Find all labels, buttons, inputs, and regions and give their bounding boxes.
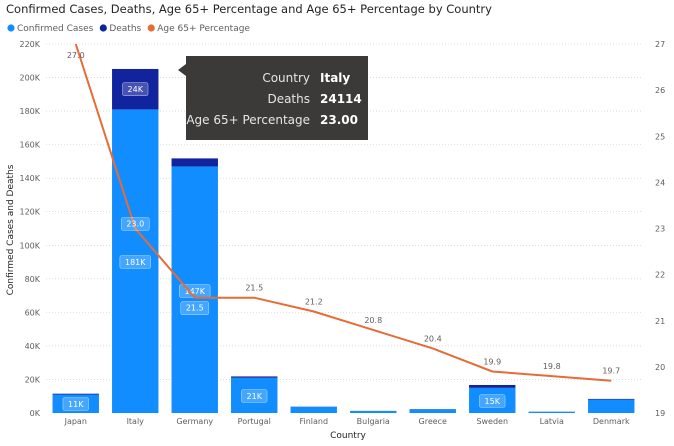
bar-label-japan-cases-box bbox=[62, 397, 89, 411]
bar-label-germany-cases: 147K bbox=[184, 287, 205, 296]
y-tick-3: 60K bbox=[25, 308, 41, 317]
bar-cases-japan[interactable] bbox=[52, 394, 99, 413]
tooltip-key-0: Country bbox=[262, 71, 310, 85]
y2-tick-7: 26 bbox=[655, 86, 665, 95]
line-label-japan: 27.0 bbox=[67, 51, 85, 60]
age-line[interactable]: 27.0 23.0 21.5 21.5 21.2 20.8 20.4 19.9 19.8 19.7 bbox=[67, 43, 620, 382]
tooltip: Country Italy Deaths 24114 Age 65+ Percentag… bbox=[178, 56, 368, 140]
chart-title: Confirmed Cases, Deaths, Age 65+ Percent… bbox=[6, 2, 492, 16]
x-tick-bulgaria: Bulgaria bbox=[357, 417, 390, 426]
y-tick-11: 220K bbox=[19, 40, 40, 49]
y-tick-6: 120K bbox=[19, 208, 40, 217]
bar-cases-denmark[interactable] bbox=[588, 399, 635, 413]
bar-label-italy-deaths-box bbox=[122, 82, 149, 96]
line-label-italy-box bbox=[120, 217, 150, 231]
x-tick-italy: Italy bbox=[127, 417, 145, 426]
line-label-portugal: 21.5 bbox=[245, 284, 263, 293]
y-tick-7: 140K bbox=[19, 174, 40, 183]
bar-label-japan-cases: 11K bbox=[68, 400, 84, 409]
bar-deaths-japan[interactable] bbox=[52, 393, 99, 395]
line-label-latvia: 19.8 bbox=[543, 362, 561, 371]
bar-label-sweden-cases: 15K bbox=[485, 397, 501, 406]
x-tick-portugal: Portugal bbox=[238, 417, 271, 426]
y-tick-10: 200K bbox=[19, 74, 40, 83]
legend-label-0[interactable]: Confirmed Cases bbox=[17, 24, 94, 34]
y-tick-0: 0K bbox=[30, 409, 41, 418]
x-tick-germany: Germany bbox=[176, 417, 213, 426]
bar-deaths-portugal[interactable] bbox=[231, 376, 278, 378]
legend-marker-2[interactable] bbox=[147, 24, 155, 32]
tooltip-key-2: Age 65+ Percentage bbox=[186, 113, 310, 127]
y2-tick-6: 25 bbox=[655, 132, 665, 141]
bar-deaths-denmark[interactable] bbox=[588, 398, 635, 400]
y-tick-9: 180K bbox=[19, 107, 40, 116]
y-tick-4: 80K bbox=[25, 275, 41, 284]
line-label-greece: 20.4 bbox=[424, 334, 442, 343]
line-label-finland: 21.2 bbox=[305, 298, 323, 307]
y2-axis-ticks: 19 20 21 22 23 24 25 26 27 bbox=[655, 40, 665, 418]
y2-tick-5: 24 bbox=[655, 178, 665, 187]
bar-label-italy-deaths: 24K bbox=[128, 85, 144, 94]
y2-tick-8: 27 bbox=[655, 40, 665, 49]
bar-cases-portugal[interactable] bbox=[231, 377, 278, 413]
bar-label-sweden-cases-box bbox=[479, 394, 506, 408]
y2-tick-1: 20 bbox=[655, 363, 665, 372]
y2-tick-0: 19 bbox=[655, 409, 665, 418]
x-tick-japan: Japan bbox=[64, 417, 87, 426]
y2-tick-3: 22 bbox=[655, 271, 665, 280]
bar-deaths-germany[interactable] bbox=[171, 158, 218, 167]
x-axis-title: Country bbox=[330, 431, 366, 441]
bar-label-italy-cases: 181K bbox=[125, 258, 146, 267]
line-label-germany-box bbox=[180, 301, 210, 315]
bar-cases-finland[interactable] bbox=[290, 406, 337, 413]
x-tick-denmark: Denmark bbox=[593, 417, 630, 426]
bar-cases-sweden[interactable] bbox=[469, 387, 516, 413]
bar-cases-greece[interactable] bbox=[409, 409, 456, 413]
bar-cases-bulgaria[interactable] bbox=[350, 410, 397, 413]
line-label-denmark: 19.7 bbox=[602, 367, 620, 376]
bar-labels: 11K 24K 181K 147K 21K 15K bbox=[62, 82, 506, 411]
bar-deaths-italy[interactable] bbox=[112, 68, 159, 110]
y-tick-8: 160K bbox=[19, 141, 40, 150]
tooltip-box bbox=[186, 56, 368, 140]
bar-label-portugal-cases-box bbox=[241, 389, 268, 403]
y-tick-1: 20K bbox=[25, 375, 41, 384]
x-tick-greece: Greece bbox=[419, 417, 448, 426]
legend-label-1[interactable]: Deaths bbox=[109, 24, 141, 34]
x-axis-categories: Japan Italy Germany Portugal Finland Bulgaria… bbox=[64, 417, 630, 426]
x-tick-finland: Finland bbox=[299, 417, 328, 426]
y-tick-2: 40K bbox=[25, 342, 41, 351]
tooltip-value-2: 23.00 bbox=[320, 113, 358, 127]
bar-cases-latvia[interactable] bbox=[528, 411, 575, 413]
line-label-germany: 21.5 bbox=[186, 304, 204, 313]
bar-label-portugal-cases: 21K bbox=[247, 392, 263, 401]
line-label-sweden: 19.9 bbox=[483, 357, 501, 366]
x-tick-sweden: Sweden bbox=[476, 417, 508, 426]
tooltip-value-0: Italy bbox=[320, 71, 350, 85]
tooltip-value-1: 24114 bbox=[320, 92, 362, 106]
y2-tick-4: 23 bbox=[655, 225, 665, 234]
line-label-italy: 23.0 bbox=[126, 220, 144, 229]
tooltip-key-1: Deaths bbox=[267, 92, 310, 106]
tooltip-pointer bbox=[178, 64, 186, 76]
y2-tick-2: 21 bbox=[655, 317, 665, 326]
y-tick-5: 100K bbox=[19, 241, 40, 250]
legend-marker-0[interactable] bbox=[7, 24, 15, 32]
line-label-bulgaria: 20.8 bbox=[364, 316, 382, 325]
age-line-path[interactable] bbox=[74, 43, 612, 382]
y-axis-ticks: 0K 20K 40K 60K 80K 100K 120K 140K 160K 180K 200K 22… bbox=[19, 40, 40, 418]
legend-label-2[interactable]: Age 65+ Percentage bbox=[157, 24, 250, 34]
bar-label-italy-cases-box bbox=[119, 255, 151, 269]
legend-marker-1[interactable] bbox=[99, 24, 107, 32]
legend[interactable]: Confirmed Cases Deaths Age 65+ Percentage bbox=[7, 24, 250, 34]
x-tick-latvia: Latvia bbox=[540, 417, 564, 426]
y-axis-title: Confirmed Cases and Deaths bbox=[6, 164, 16, 295]
bar-deaths-sweden[interactable] bbox=[469, 384, 516, 388]
